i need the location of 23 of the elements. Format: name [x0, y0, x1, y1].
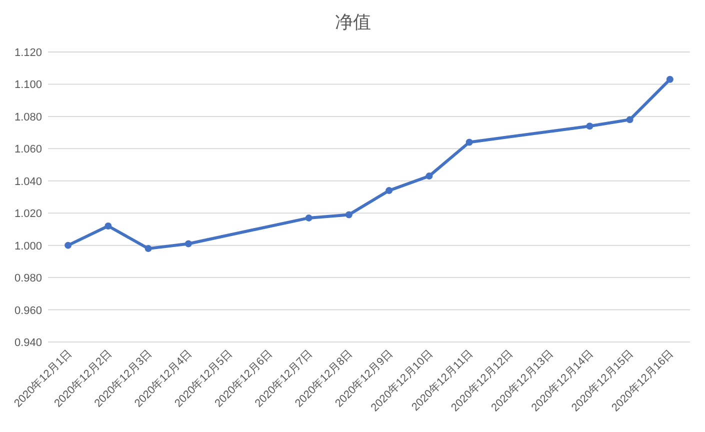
y-tick-label: 1.020 [14, 208, 42, 220]
chart-title: 净值 [335, 12, 371, 32]
y-tick-label: 1.120 [14, 47, 42, 59]
point [305, 214, 312, 222]
point [104, 222, 112, 230]
y-tick-label: 1.000 [14, 240, 42, 252]
y-tick-label: 1.080 [14, 111, 42, 124]
point [144, 245, 152, 252]
y-tick-label: 1.060 [14, 144, 42, 156]
y-tick-label: 0.980 [14, 272, 42, 285]
point [64, 242, 72, 249]
point [386, 187, 393, 194]
point [666, 76, 674, 83]
point [184, 240, 192, 248]
point [345, 211, 352, 218]
y-tick-label: 1.040 [14, 176, 42, 188]
y-tick-label: 0.960 [14, 304, 42, 317]
point [466, 138, 473, 146]
point [626, 116, 634, 124]
point [426, 172, 433, 180]
point [586, 122, 594, 130]
y-tick-label: 1.100 [14, 79, 42, 92]
y-tick-label: 0.940 [14, 337, 42, 349]
